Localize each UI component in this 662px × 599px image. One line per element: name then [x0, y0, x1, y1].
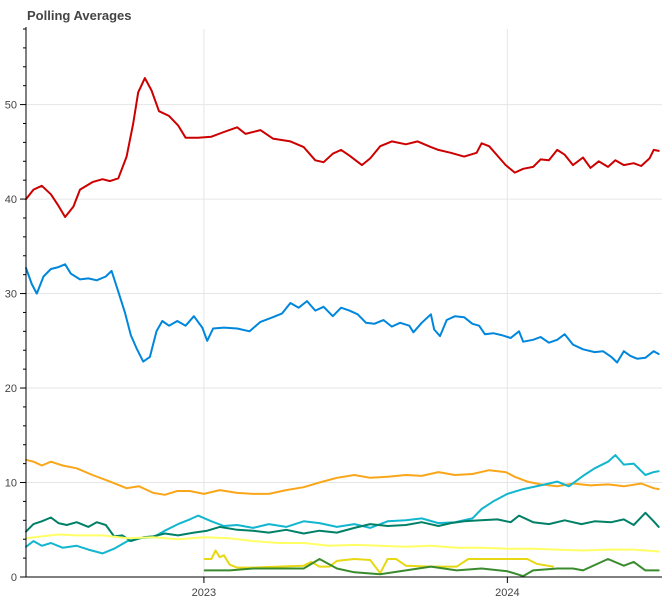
y-tick-label: 10	[5, 478, 17, 490]
y-tick-label: 20	[5, 383, 17, 395]
axes: 0 10 20 30 40 50 2023 2024	[5, 27, 662, 599]
y-tick-label: 50	[5, 100, 17, 112]
series-line-4	[25, 454, 660, 555]
series-line-3	[25, 458, 660, 496]
gridlines	[26, 29, 662, 578]
y-tick-label: 0	[11, 572, 17, 584]
x-tick-label: 2024	[495, 587, 519, 599]
series-line-7	[203, 549, 555, 575]
chart-title: Polling Averages	[27, 8, 132, 23]
series-line-1	[25, 77, 660, 218]
x-tick-label: 2023	[192, 587, 216, 599]
y-tick-label: 30	[5, 289, 17, 301]
series-line-5	[25, 511, 660, 543]
y-tick-label: 40	[5, 194, 17, 206]
series-line-2	[25, 263, 660, 364]
series-line-8	[203, 558, 660, 578]
series-lines	[25, 77, 660, 578]
series-line-6	[25, 533, 660, 553]
